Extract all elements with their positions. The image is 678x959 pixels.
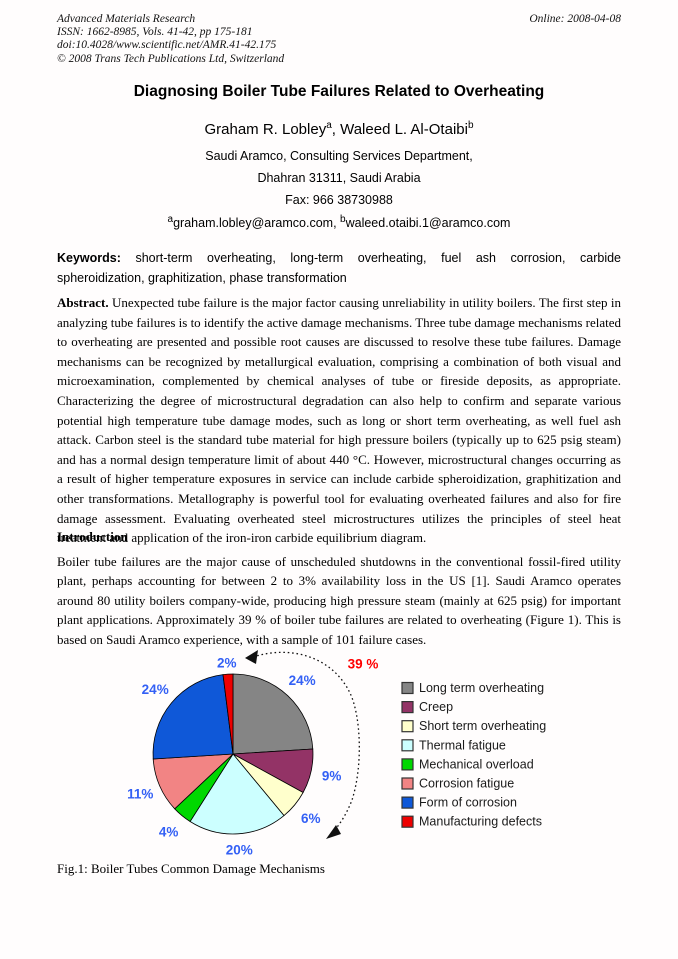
pie-slice [232,673,314,755]
legend-item: Thermal fatigue [401,738,506,752]
legend-swatch-icon [401,739,414,752]
pie-slice-percentage: 2% [217,656,237,671]
online-date: Online: 2008-04-08 [529,13,621,25]
doi-line: doi:10.4028/www.scientific.net/AMR.41-42… [57,39,277,52]
legend-label: Mechanical overload [419,757,534,771]
pie-percentage-labels: 24% 9% 6% 20% 4% 11% 24% 2% [127,656,341,858]
legend-item: Corrosion fatigue [401,777,514,791]
introduction-heading: Introduction [57,529,128,544]
arc-arrowhead-bottom-icon [326,825,341,839]
journal-name: Advanced Materials Research [57,13,196,25]
keywords-text: short-term overheating, long-term overhe… [57,251,621,285]
paper-title: Diagnosing Boiler Tube Failures Related … [133,83,545,100]
abstract-text: Unexpected tube failure is the major fac… [57,295,622,546]
affiliation-line-2: Dhahran 31311, Saudi Arabia [257,171,421,185]
legend-item: Manufacturing defects [401,815,542,829]
pie-slice-percentage: 11% [127,787,153,802]
author-2-affil-mark: b [467,120,474,131]
pie-slice-percentage: 24% [142,682,169,697]
overheating-arc-annotation: 39 % [245,650,378,839]
pie-slice [189,753,285,835]
author-1-affil-mark: a [326,120,332,131]
legend-item: Long term overheating [401,681,544,695]
pie-slice-percentage: 24% [289,673,316,688]
author-2: Waleed L. Al-Otaibi [340,121,468,138]
legend-label: Form of corrosion [419,796,517,810]
chart-legend: Long term overheating Creep Short term ove… [401,681,546,829]
legend-label: Manufacturing defects [419,815,542,829]
legend-label: Long term overheating [419,681,544,695]
figure-caption: Fig.1: Boiler Tubes Common Damage Mechan… [57,861,325,876]
abstract-label: Abstract. [57,295,109,310]
legend-swatch-icon [401,720,414,733]
legend-item: Short term overheating [401,719,546,733]
legend-label: Short term overheating [419,719,546,733]
legend-swatch-icon [401,681,414,695]
journal-header: Advanced Materials Research ISSN: 1662-8… [57,13,457,66]
legend-swatch-icon [401,758,414,771]
legend-item: Form of corrosion [401,796,517,810]
copyright-line: © 2008 Trans Tech Publications Ltd, Swit… [57,52,285,65]
author-separator: , [331,121,341,138]
affiliation-line-1: Saudi Aramco, Consulting Services Depart… [205,149,473,163]
email-line: agraham.lobley@aramco.com, bwaleed.otaib… [0,214,678,230]
pie-chart-figure: 24% 9% 6% 20% 4% 11% 24% 2% Long term overheati… [127,650,546,858]
legend-label: Creep [419,700,453,714]
legend-item: Mechanical overload [401,757,534,771]
pie-slice [152,674,234,760]
keywords-paragraph: Keywords: short-term overheating, long-t… [57,248,621,288]
pie-slice-percentage: 9% [322,769,342,784]
arc-arrowhead-top-icon [245,650,258,664]
legend-swatch-icon [401,796,414,809]
abstract-paragraph: Abstract. Unexpected tube failure is the… [57,293,621,548]
pie-slice-percentage: 20% [226,843,253,858]
pie-slice-percentage: 4% [159,824,179,839]
overheating-total-label: 39 % [348,657,379,672]
legend-label: Thermal fatigue [419,738,506,752]
pie-slices [152,673,314,835]
legend-label: Corrosion fatigue [419,777,514,791]
legend-swatch-icon [401,700,414,714]
introduction-paragraph: Boiler tube failures are the major cause… [57,554,621,647]
email-1: graham.lobley@aramco.com, [173,216,337,231]
email-2: waleed.otaibi.1@aramco.com [345,216,511,231]
issn-line: ISSN: 1662-8985, Vols. 41-42, pp 175-181 [57,26,253,39]
author-1: Graham R. Lobley [204,121,327,138]
email-1-mark: a [167,214,174,225]
email-2-mark: b [340,214,346,225]
dashed-arc-arrow [252,651,360,835]
author-line: Graham R. Lobleya, Waleed L. Al-Otaibib [0,120,678,138]
legend-swatch-icon [401,815,414,828]
fax-line: Fax: 966 38730988 [285,193,393,207]
legend-swatch-icon [401,777,414,790]
keywords-label: Keywords: [57,251,121,265]
legend-item: Creep [401,700,453,714]
pie-slice-percentage: 6% [301,811,321,826]
pie-slice [222,673,234,755]
